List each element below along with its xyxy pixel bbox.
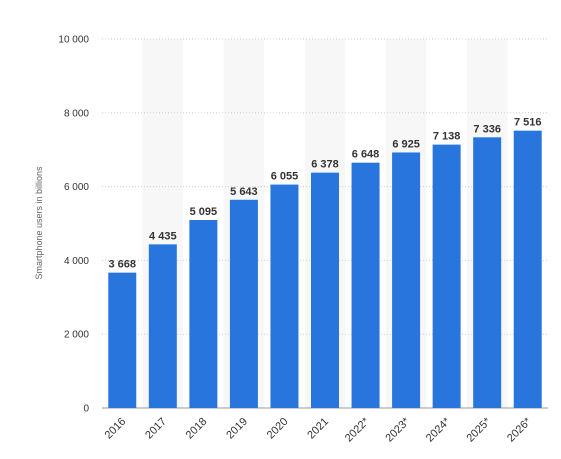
y-tick-label: 6 000 [64, 182, 89, 193]
x-tick-label: 2024* [424, 415, 453, 444]
bar [189, 219, 218, 408]
x-tick-label: 2026* [505, 415, 534, 444]
y-axis-label: Smartphone users in billions [34, 166, 44, 280]
data-label: 6 925 [392, 138, 420, 150]
bars [108, 130, 542, 409]
bar [392, 152, 421, 408]
data-label: 5 643 [230, 186, 258, 198]
y-tick-label: 4 000 [64, 256, 89, 267]
bar [148, 244, 177, 408]
x-tick-label: 2016 [103, 416, 129, 442]
data-label: 7 336 [473, 123, 501, 135]
y-tick-label: 10 000 [58, 35, 89, 46]
bar [351, 162, 380, 408]
y-tick-label: 2 000 [64, 330, 89, 341]
data-label: 4 435 [149, 230, 177, 242]
x-tick-label: 2022* [343, 415, 372, 444]
x-tick-label: 2021 [305, 416, 331, 442]
x-tick-label: 2017 [143, 416, 169, 442]
bar [513, 130, 542, 408]
data-labels: 3 668 4 435 5 095 5 643 6 055 6 378 6 648 6 925… [109, 117, 542, 271]
data-label: 7 138 [433, 131, 461, 143]
x-tick-label: 2025* [464, 415, 493, 444]
data-label: 3 668 [109, 259, 137, 271]
y-axis-ticks: 0 2 000 4 000 6 000 8 000 10 000 [58, 35, 89, 415]
data-label: 6 055 [271, 171, 299, 183]
bar [432, 144, 461, 409]
bar [229, 199, 258, 408]
data-label: 5 095 [190, 206, 218, 218]
x-tick-label: 2020 [265, 416, 291, 442]
bar [270, 184, 299, 408]
data-label: 6 378 [311, 159, 339, 171]
bar [108, 272, 137, 408]
bar [473, 137, 502, 408]
x-tick-label: 2019 [224, 416, 250, 442]
x-tick-label: 2018 [184, 416, 210, 442]
data-label: 6 648 [352, 149, 380, 161]
bar [311, 172, 339, 408]
y-tick-label: 8 000 [64, 108, 89, 119]
x-axis-ticks: 2016 2017 2018 2019 2020 2021 2022* 2023* 2024* 2… [103, 415, 535, 444]
x-tick-label: 2023* [383, 415, 412, 444]
data-label: 7 516 [514, 117, 542, 129]
y-tick-label: 0 [83, 404, 89, 415]
